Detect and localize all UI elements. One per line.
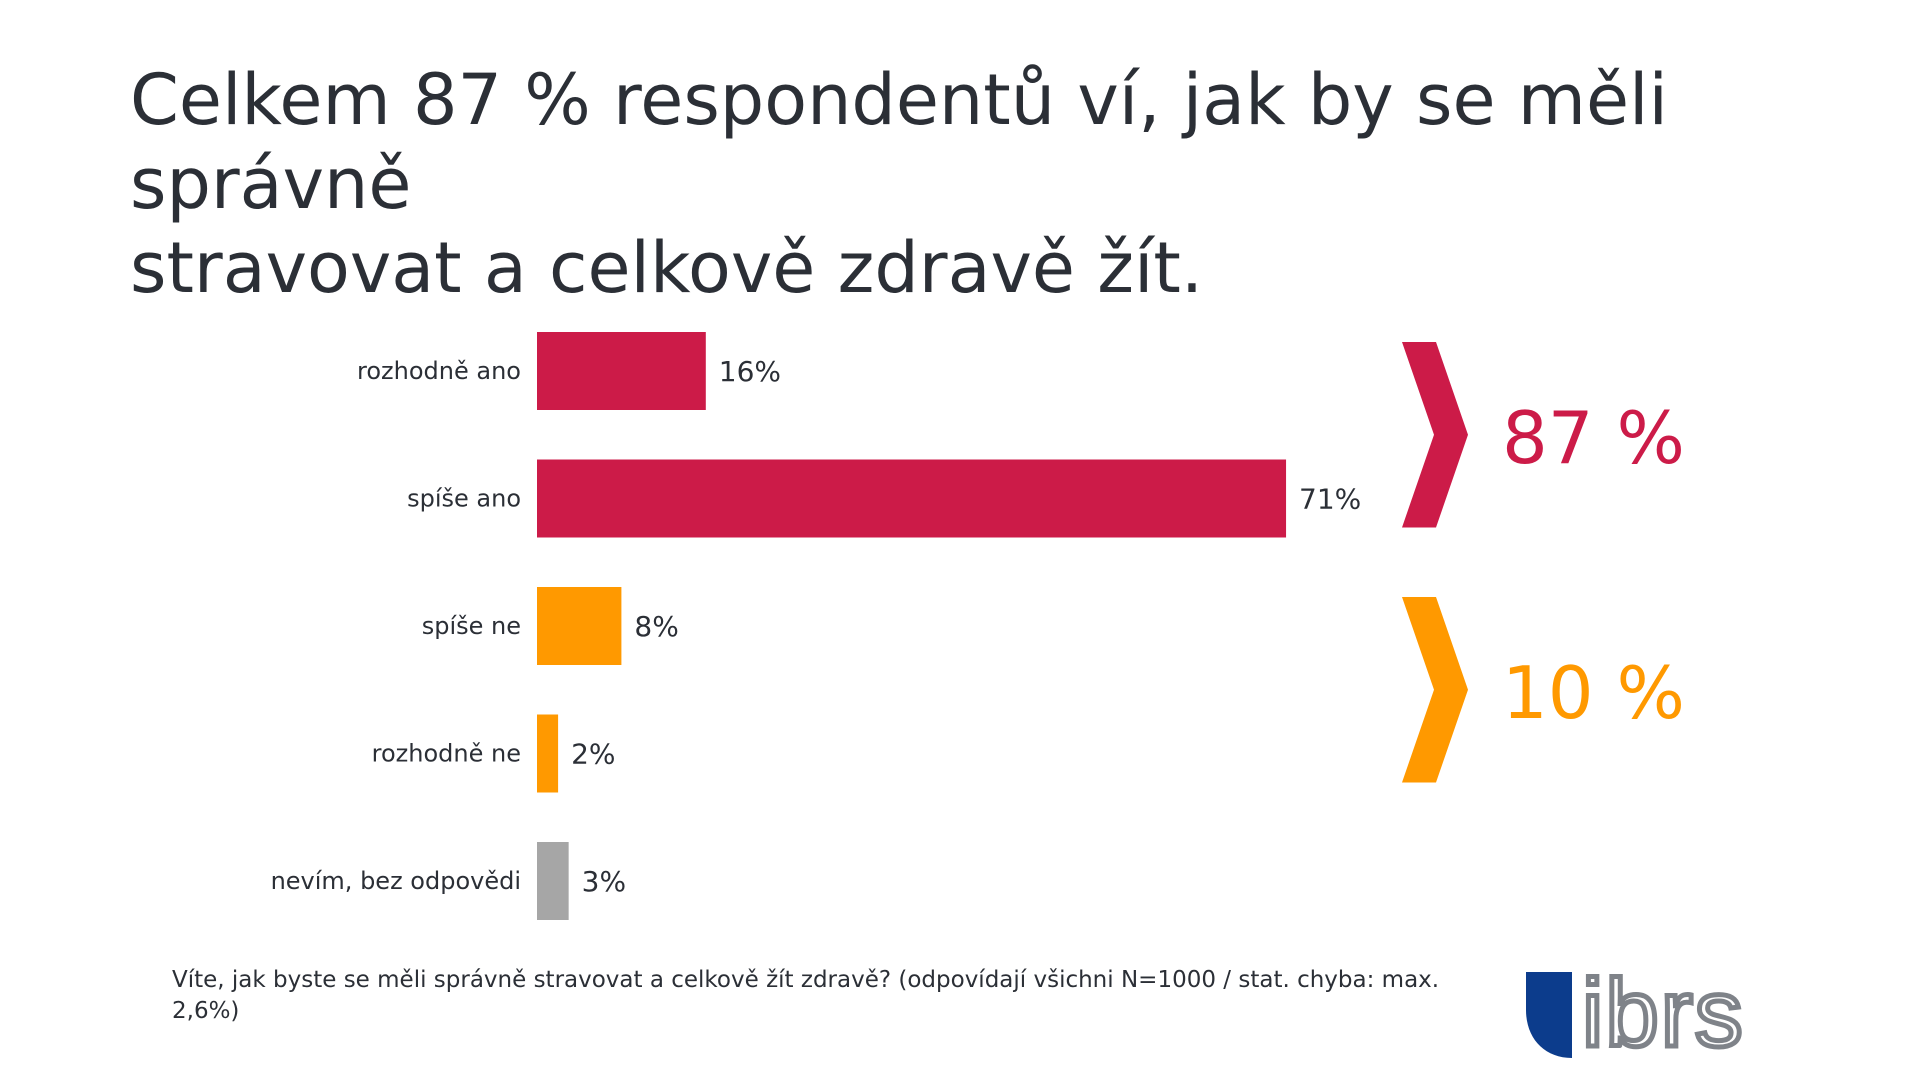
survey-question-footnote: Víte, jak byste se měli správně stravova… [172, 967, 1440, 1024]
category-label-4: rozhodně ne [372, 740, 521, 768]
title-line-2: stravovat a celkově zdravě žít. [130, 227, 1204, 309]
value-label-1: 16% [719, 355, 781, 388]
title-line-1: Celkem 87 % respondentů ví, jak by se mě… [130, 59, 1668, 225]
category-label-1: rozhodně ano [357, 357, 521, 385]
logo-text: ibrs [1582, 960, 1745, 1058]
group-chevron-2 [1402, 597, 1468, 783]
value-label-3: 8% [634, 610, 678, 643]
ibrs-logo: ibrs [1526, 958, 1745, 1058]
page-title: Celkem 87 % respondentů ví, jak by se mě… [130, 58, 1850, 310]
category-label-5: nevím, bez odpovědi [271, 867, 521, 895]
category-label-3: spíše ne [422, 612, 521, 640]
group-total-label-1: 87 % [1502, 396, 1685, 480]
group-chevron-1 [1402, 342, 1468, 528]
value-label-4: 2% [571, 738, 615, 771]
logo-mark-icon [1526, 972, 1572, 1058]
value-label-2: 71% [1299, 483, 1361, 516]
bar-2 [537, 459, 1287, 538]
group-total-label-2: 10 % [1502, 651, 1685, 735]
bar-4 [537, 714, 559, 793]
value-label-5: 3% [582, 865, 626, 898]
bar-5 [537, 842, 569, 920]
bar-3 [537, 587, 622, 665]
category-label-2: spíše ano [407, 485, 521, 513]
bar-1 [537, 332, 706, 410]
bar-chart: rozhodně ano 16% spíše ano 71% spíše ne 8% roz… [271, 332, 1685, 920]
